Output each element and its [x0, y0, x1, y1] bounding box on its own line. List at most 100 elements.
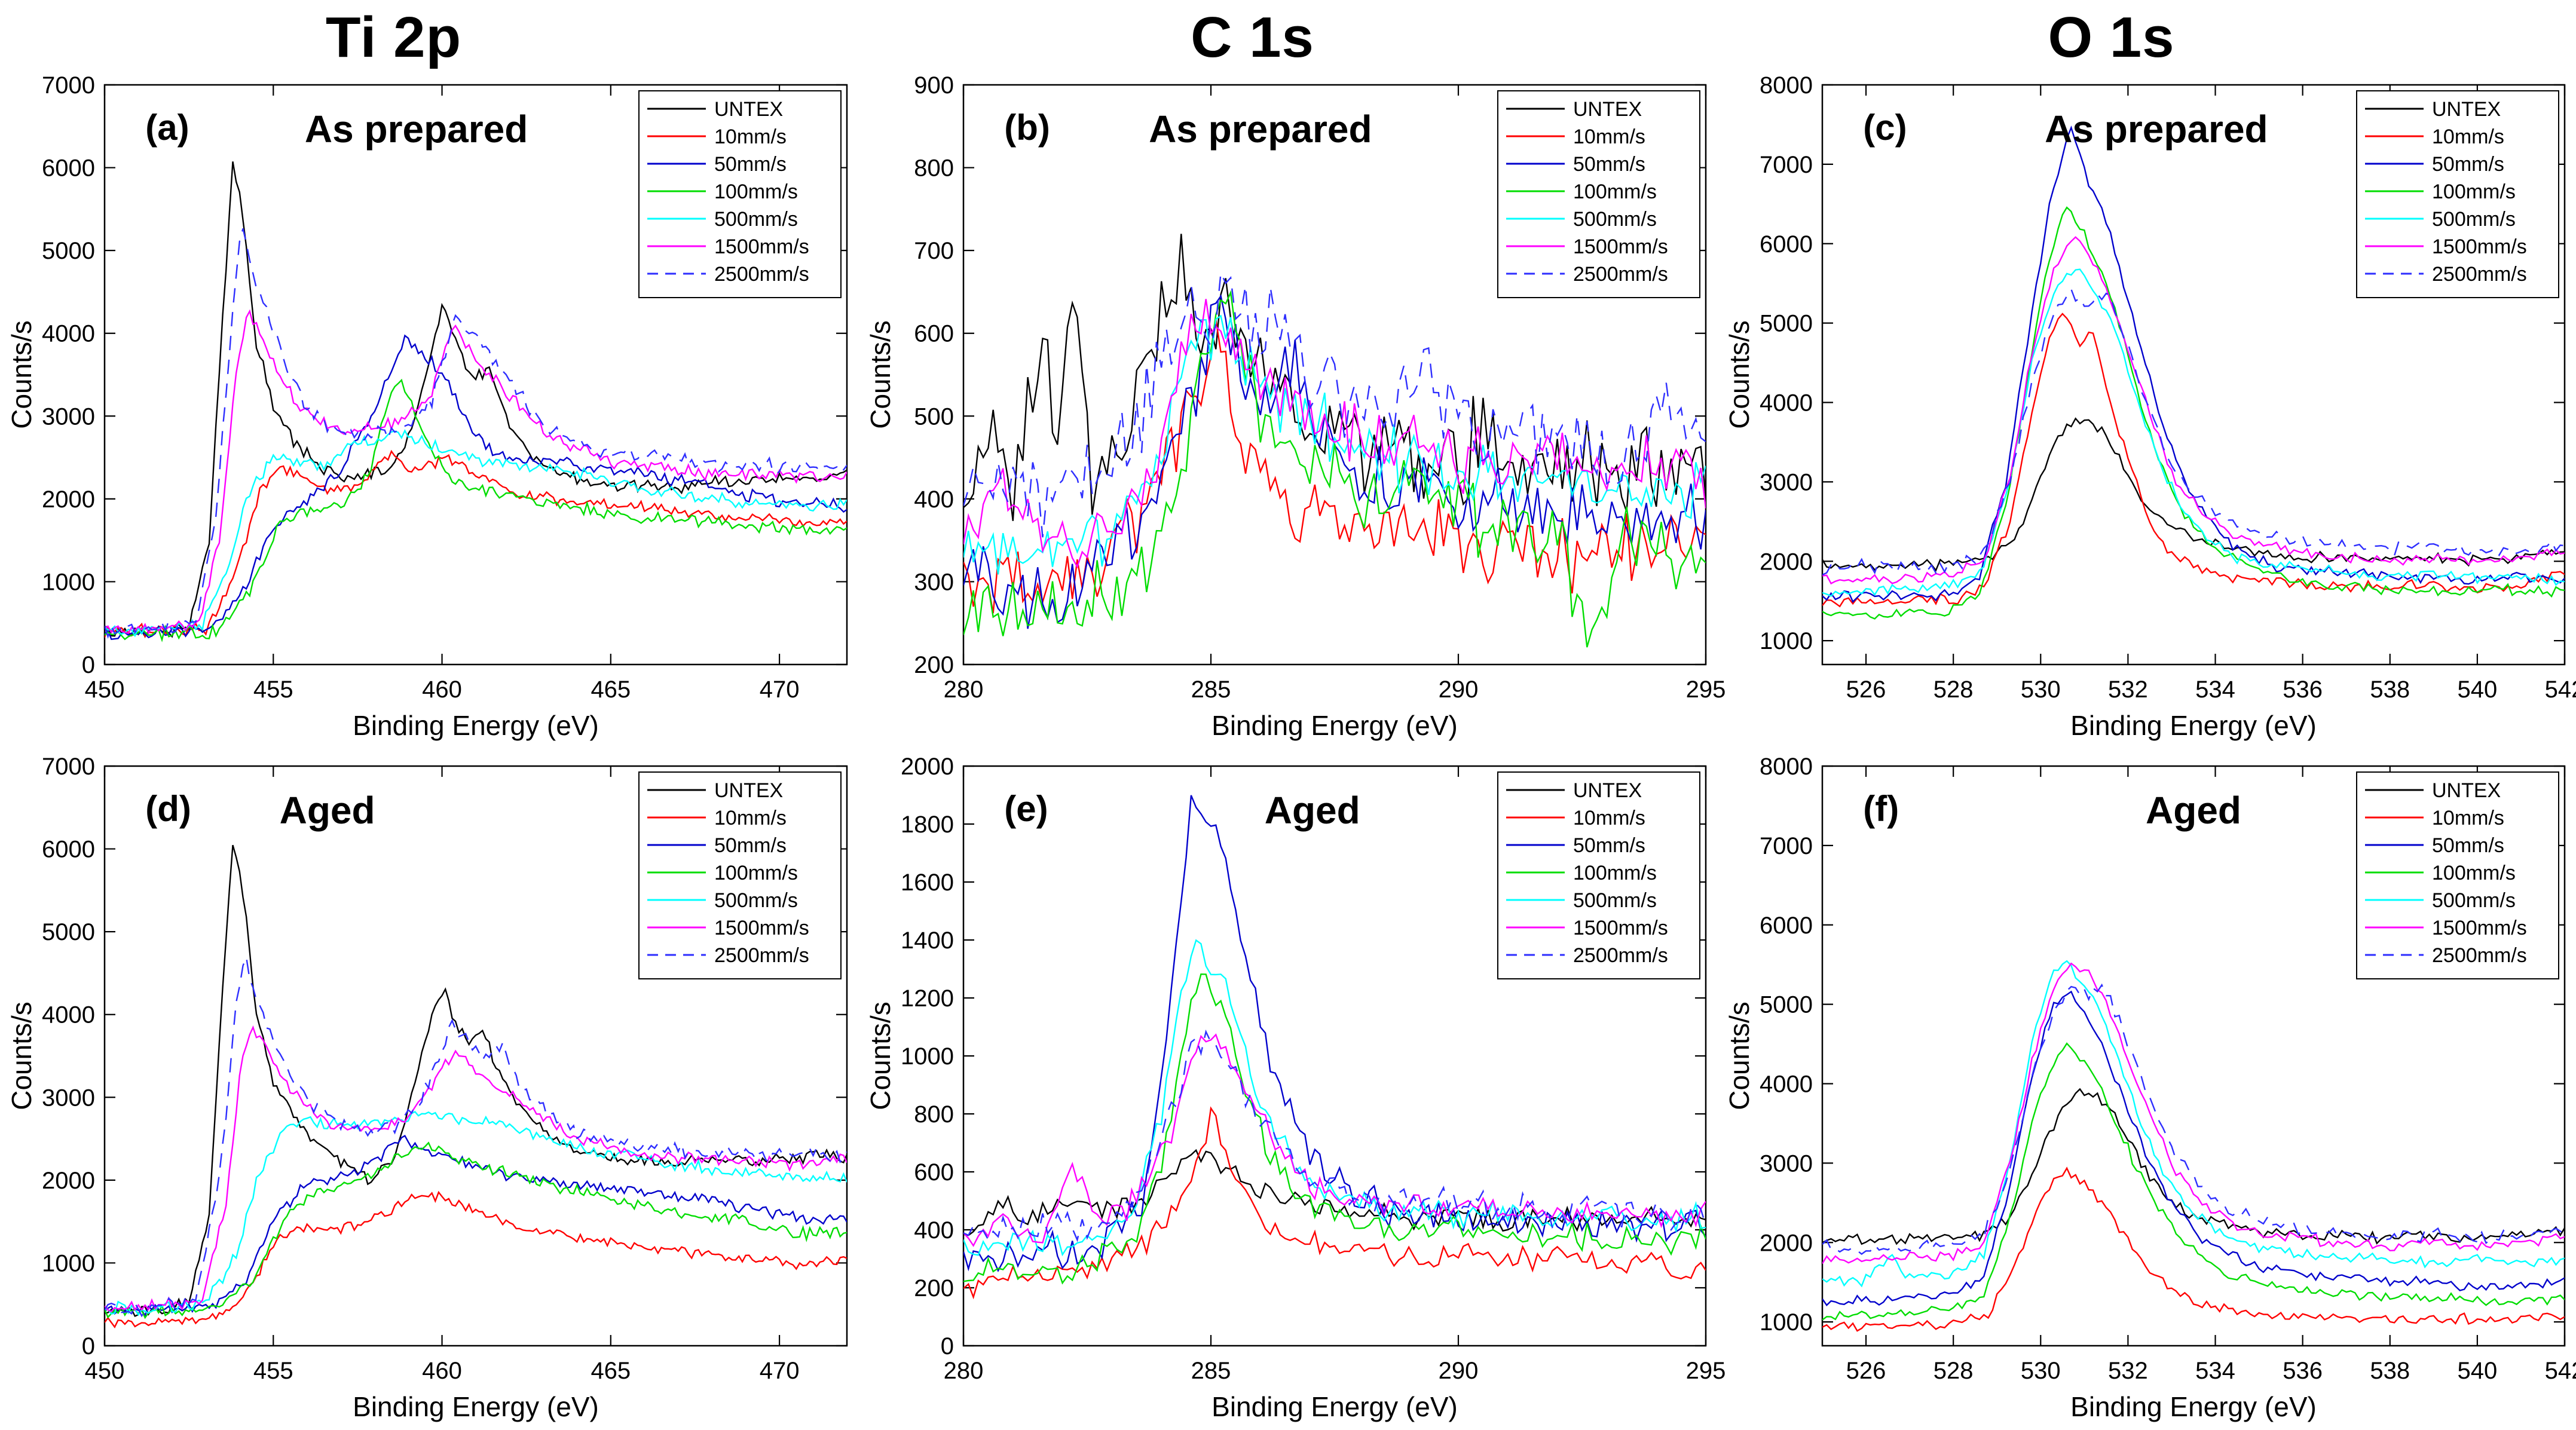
series-line-50mm-s [105, 1134, 847, 1317]
x-tick-label: 465 [591, 676, 631, 703]
y-tick-label: 0 [941, 1333, 954, 1359]
legend-label: 100mm/s [714, 180, 798, 203]
y-tick-label: 4000 [42, 1002, 95, 1028]
legend: UNTEX 10mm/s 50mm/s 100mm/s 500mm/s 1500mm/s 2… [638, 90, 842, 298]
x-tick-label: 534 [2195, 1358, 2235, 1384]
y-tick-label: 700 [914, 238, 954, 264]
series-line-100mm-s [963, 973, 1706, 1285]
x-tick-label: 450 [85, 1358, 125, 1384]
series-line-untex [105, 161, 847, 638]
legend-label: 1500mm/s [714, 917, 809, 939]
x-tick-label: 542 [2545, 676, 2576, 703]
x-tick-label: 455 [253, 1358, 293, 1384]
legend: UNTEX 10mm/s 50mm/s 100mm/s 500mm/s 1500mm/s 2… [638, 771, 842, 979]
x-tick-label: 532 [2108, 676, 2148, 703]
y-tick-label: 600 [914, 321, 954, 347]
series-line-2500mm-s [963, 1029, 1706, 1242]
y-tick-label: 5000 [1760, 992, 1813, 1018]
y-tick-label: 6000 [1760, 231, 1813, 258]
x-tick-label: 538 [2370, 1358, 2410, 1384]
x-axis-label: Binding Energy (eV) [2070, 710, 2317, 741]
series-line-100mm-s [1822, 206, 2565, 620]
x-tick-label: 532 [2108, 1358, 2148, 1384]
y-axis-label: Counts/s [6, 1002, 37, 1110]
y-axis-label: Counts/s [865, 320, 896, 429]
y-tick-label: 1400 [901, 927, 954, 954]
series-line-10mm-s [105, 1190, 847, 1329]
panel-label: (f) [1863, 789, 1899, 829]
y-tick-label: 1000 [42, 569, 95, 595]
y-tick-label: 2000 [42, 486, 95, 513]
column-title-ti2p: Ti 2p [325, 5, 462, 69]
legend: UNTEX 10mm/s 50mm/s 100mm/s 500mm/s 1500mm/s 2… [2356, 771, 2559, 979]
x-tick-label: 290 [1439, 1358, 1479, 1384]
panel-annotation: As prepared [2045, 108, 2268, 151]
legend-label: UNTEX [714, 779, 783, 802]
y-tick-label: 2000 [42, 1168, 95, 1194]
legend-box [2356, 771, 2559, 979]
y-tick-label: 3000 [42, 1085, 95, 1111]
series-line-500mm-s [105, 1111, 847, 1316]
legend-label: 100mm/s [2432, 862, 2516, 884]
panel-label: (c) [1863, 108, 1907, 148]
column-title-o1s: O 1s [2048, 5, 2175, 69]
series-line-10mm-s [1822, 313, 2565, 608]
y-axis-label: Counts/s [1724, 320, 1755, 429]
y-tick-label: 4000 [1760, 390, 1813, 417]
series-line-2500mm-s [963, 270, 1706, 538]
legend-box [638, 771, 842, 979]
legend-label: 100mm/s [714, 862, 798, 884]
series-line-untex [963, 1149, 1706, 1236]
panel-c-o1s-as-prepared: 526 528 530 532 534 536 538 540 542 1000 2000 3000 4… [1724, 72, 2576, 741]
panel-a-ti2p-as-prepared: 450 455 460 465 470 0 1000 2000 3000 4000 5000 6000… [6, 72, 848, 741]
x-tick-label: 530 [2021, 1358, 2061, 1384]
legend: UNTEX 10mm/s 50mm/s 100mm/s 500mm/s 1500mm/s 2… [1497, 771, 1700, 979]
legend-label: 1500mm/s [2432, 235, 2527, 258]
panel-annotation: Aged [1265, 789, 1360, 832]
x-tick-label: 470 [760, 676, 800, 703]
series-line-500mm-s [1822, 268, 2565, 597]
legend-label: 50mm/s [714, 153, 787, 176]
y-tick-label: 3000 [42, 403, 95, 430]
y-tick-label: 200 [914, 1275, 954, 1302]
panel-annotation: As prepared [1149, 108, 1372, 151]
legend-label: 1500mm/s [1573, 917, 1668, 939]
x-tick-label: 285 [1191, 676, 1231, 703]
y-tick-label: 5000 [1760, 311, 1813, 337]
y-tick-label: 2000 [1760, 549, 1813, 575]
series-line-untex [1822, 1088, 2565, 1245]
y-tick-label: 7000 [1760, 152, 1813, 178]
y-tick-label: 1000 [1760, 1309, 1813, 1336]
x-tick-label: 526 [1846, 676, 1886, 703]
x-axis-label: Binding Energy (eV) [353, 1391, 599, 1422]
x-tick-label: 470 [760, 1358, 800, 1384]
y-tick-label: 2000 [901, 754, 954, 780]
legend-label: 50mm/s [1573, 153, 1645, 176]
series-line-1500mm-s [105, 309, 847, 635]
legend-label: 100mm/s [1573, 862, 1657, 884]
y-tick-label: 400 [914, 1217, 954, 1244]
x-tick-label: 295 [1686, 676, 1726, 703]
y-tick-label: 800 [914, 155, 954, 182]
legend-label: 10mm/s [1573, 125, 1645, 148]
panel-a-content: 450 455 460 465 470 0 1000 2000 3000 4000 5000 6000… [6, 72, 848, 741]
series-line-1500mm-s [1822, 236, 2565, 585]
legend-label: 50mm/s [714, 834, 787, 857]
y-tick-label: 2000 [1760, 1230, 1813, 1256]
panel-annotation: As prepared [305, 108, 528, 151]
legend-label: 10mm/s [2432, 125, 2504, 148]
legend-box [2356, 90, 2559, 298]
y-axis-label: Counts/s [865, 1002, 896, 1110]
y-tick-label: 6000 [42, 837, 95, 863]
series-line-10mm-s [963, 1106, 1706, 1300]
series-line-100mm-s [963, 290, 1706, 648]
legend-label: 10mm/s [714, 807, 787, 829]
legend-label: UNTEX [2432, 779, 2501, 802]
x-tick-label: 290 [1439, 676, 1479, 703]
y-tick-label: 1200 [901, 985, 954, 1012]
x-tick-label: 542 [2545, 1358, 2576, 1384]
legend-label: 2500mm/s [2432, 944, 2527, 967]
legend-label: 500mm/s [2432, 208, 2516, 231]
x-tick-label: 295 [1686, 1358, 1726, 1384]
x-tick-label: 450 [85, 676, 125, 703]
